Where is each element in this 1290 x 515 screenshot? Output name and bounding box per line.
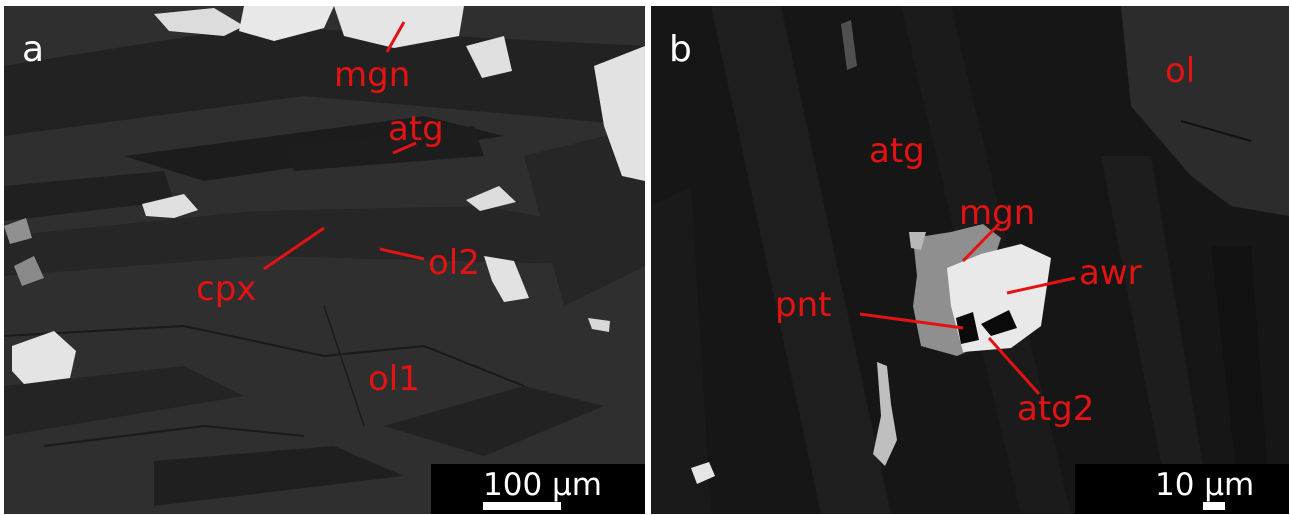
- panel-b-leader-lines: [859, 222, 1076, 395]
- label-pnt: pnt: [775, 285, 832, 325]
- label-ol2: ol2: [428, 243, 480, 283]
- label-atg2: atg2: [1017, 389, 1095, 429]
- panel-b-scale-label: 10 µm: [1155, 467, 1255, 503]
- label-mgn: mgn: [334, 55, 411, 95]
- panel-a-bse-image: a mgn atg cpx ol2 ol1 100 µm: [4, 6, 645, 514]
- panel-b-scale-box: 10 µm: [1075, 464, 1289, 514]
- panel-b-letter: b: [669, 29, 692, 70]
- label-ol: ol: [1165, 51, 1196, 91]
- label-ol1: ol1: [368, 359, 420, 399]
- panel-a-scale-bar: [483, 502, 561, 510]
- panel-a-leader-lines: [263, 21, 425, 271]
- label-atg: atg: [388, 109, 444, 149]
- panel-a-letter: a: [22, 29, 45, 70]
- label-mgn: mgn: [959, 193, 1036, 233]
- panel-b-micrograph: [651, 6, 1289, 514]
- label-awr: awr: [1079, 253, 1142, 293]
- label-atg: atg: [869, 131, 925, 171]
- panel-a-micrograph: [4, 6, 645, 514]
- panel-b-scale-bar: [1203, 502, 1225, 510]
- panel-a-scale-box: 100 µm: [431, 464, 645, 514]
- label-cpx: cpx: [196, 269, 257, 309]
- panel-b-bse-image: b ol atg mgn awr pnt atg2 10 µm: [651, 6, 1289, 514]
- panel-a-scale-label: 100 µm: [483, 467, 602, 503]
